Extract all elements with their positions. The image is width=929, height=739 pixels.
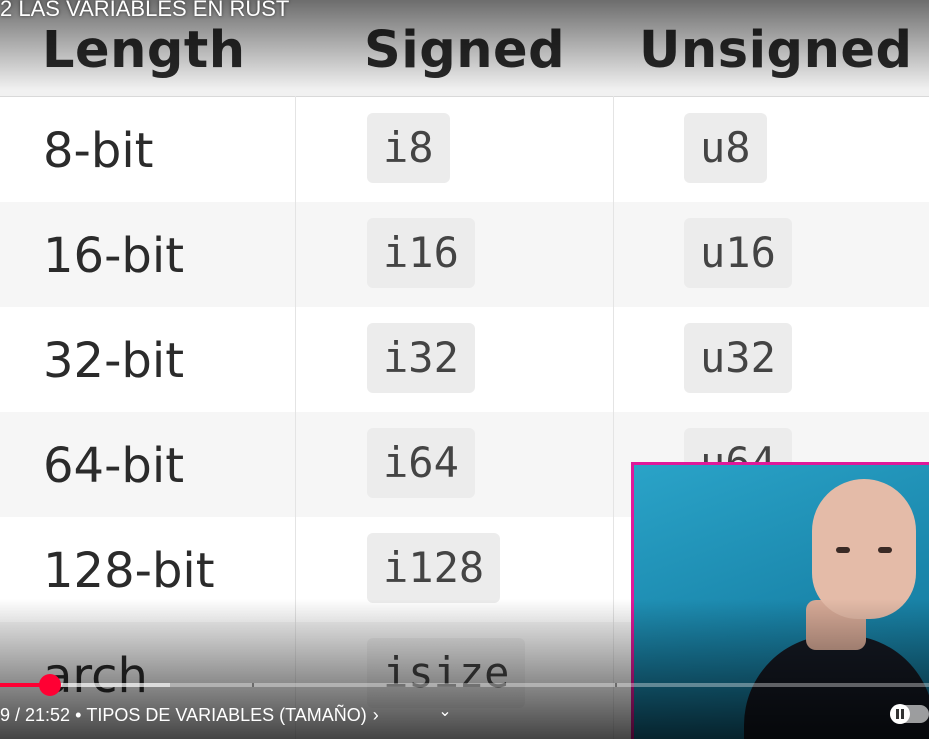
unsigned-cell: u8 (684, 113, 767, 183)
separator-dot: • (75, 704, 82, 725)
signed-cell: i16 (367, 218, 475, 288)
autoplay-knob (890, 704, 910, 724)
presenter-head (812, 479, 916, 619)
length-cell: 128-bit (43, 543, 215, 599)
table-row: 16-bit i16 u16 (0, 202, 929, 308)
chapter-title-button[interactable]: TIPOS DE VARIABLES (TAMAÑO) (86, 704, 367, 725)
progress-scrubber[interactable] (39, 674, 61, 696)
length-cell: 8-bit (43, 123, 154, 179)
progress-buffered (0, 683, 170, 687)
signed-cell: isize (367, 638, 526, 708)
unsigned-cell: u32 (684, 323, 792, 393)
length-cell: 16-bit (43, 228, 185, 284)
length-cell: 64-bit (43, 438, 185, 494)
length-cell: arch (43, 648, 148, 704)
time-and-chapter: 9 / 21:52 • TIPOS DE VARIABLES (TAMAÑO) … (0, 703, 379, 727)
autoplay-toggle[interactable] (890, 704, 929, 724)
unsigned-cell: u16 (684, 218, 792, 288)
column-divider (295, 96, 296, 739)
header-signed: Signed (364, 21, 566, 80)
table-row: 32-bit i32 u32 (0, 307, 929, 413)
chapter-marker (615, 683, 617, 687)
presenter-eye (878, 547, 892, 553)
table-row: 8-bit i8 u8 (0, 97, 929, 203)
video-title[interactable]: 2 LAS VARIABLES EN RUST (0, 0, 290, 21)
header-length: Length (42, 21, 246, 80)
signed-cell: i8 (367, 113, 450, 183)
chevron-down-icon[interactable]: ⌄ (438, 701, 452, 720)
presenter-eye (836, 547, 850, 553)
length-cell: 32-bit (43, 333, 185, 389)
column-divider (613, 96, 614, 739)
progress-played (0, 683, 50, 687)
chapter-marker (252, 683, 254, 687)
signed-cell: i64 (367, 428, 475, 498)
signed-cell: i32 (367, 323, 475, 393)
pause-icon (896, 709, 904, 719)
signed-cell: i128 (367, 533, 501, 603)
header-unsigned: Unsigned (639, 21, 913, 80)
chevron-right-icon[interactable]: › (372, 704, 379, 725)
time-display: 9 / 21:52 (0, 704, 71, 725)
progress-bar[interactable] (0, 683, 929, 687)
webcam-overlay (631, 462, 929, 739)
